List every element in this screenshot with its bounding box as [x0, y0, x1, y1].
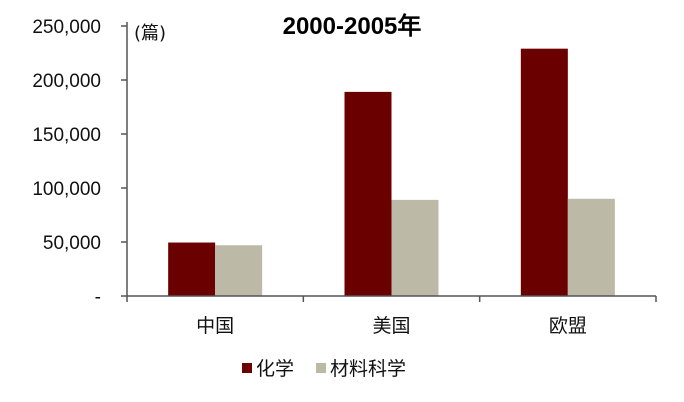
legend-label: 材料科学 — [330, 358, 406, 380]
y-tick-label: - — [95, 287, 101, 308]
legend-label: 化学 — [256, 358, 294, 380]
legend-swatch — [242, 363, 252, 373]
bar-0-1 — [344, 91, 392, 296]
y-tick-label: 50,000 — [43, 233, 101, 254]
x-axis-labels: 中国 美国 欧盟 — [196, 315, 587, 337]
x-category-label: 中国 — [196, 315, 234, 337]
bar-0-0 — [168, 242, 216, 296]
bar-1-0 — [215, 245, 263, 296]
bar-0-2 — [520, 48, 568, 297]
bar-1-2 — [567, 198, 615, 296]
y-axis-ticks: - 50,000 100,000 150,000 200,000 250,000 — [32, 17, 127, 308]
legend: 化学 材料科学 — [242, 358, 406, 380]
chart-title: 2000-2005年 — [283, 12, 422, 40]
bars — [168, 48, 615, 297]
y-tick-label: 100,000 — [32, 179, 101, 200]
y-unit-label: (篇) — [134, 23, 166, 44]
y-tick-label: 150,000 — [32, 125, 101, 146]
bar-1-1 — [391, 199, 439, 296]
legend-swatch — [316, 363, 326, 373]
axes — [126, 22, 657, 302]
y-tick-label: 200,000 — [32, 71, 101, 92]
x-category-label: 欧盟 — [549, 315, 587, 337]
y-tick-label: 250,000 — [32, 17, 101, 38]
x-category-label: 美国 — [372, 315, 410, 337]
